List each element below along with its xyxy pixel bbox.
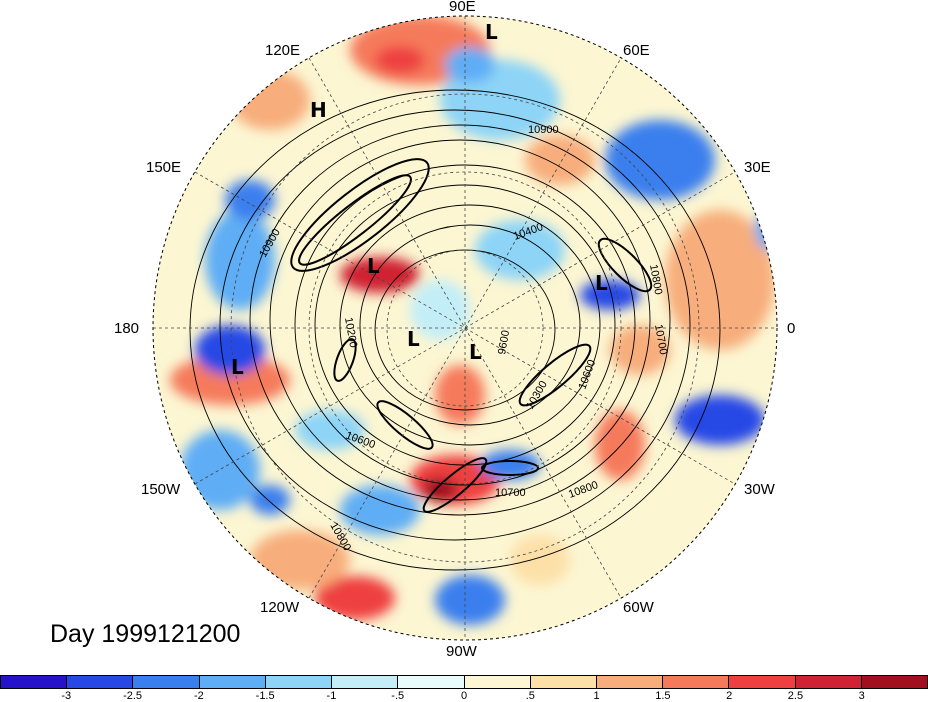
colorbar: -3 -2.5 -2 -1.5 -1 -.5 0 .5 1 1.5 2 2.5 3 bbox=[0, 674, 928, 702]
colorbar-box bbox=[133, 676, 200, 688]
low-pressure-marker: L bbox=[469, 340, 482, 364]
colorbar-tick-label: -1.5 bbox=[255, 690, 275, 702]
lon-label-150e: 150E bbox=[146, 159, 182, 176]
lon-label-120e: 120E bbox=[265, 42, 301, 59]
colorbar-box bbox=[332, 676, 399, 688]
colorbar-box bbox=[265, 676, 333, 688]
colorbar-box bbox=[67, 676, 134, 688]
colorbar-tick-label: -2.5 bbox=[123, 690, 143, 702]
lon-label-30w: 30W bbox=[744, 481, 775, 498]
colorbar-tick-label: 1.5 bbox=[655, 690, 671, 702]
colorbar-box bbox=[795, 676, 862, 688]
colorbar-tick-label: -2 bbox=[193, 690, 204, 702]
contour-label: 10800 bbox=[647, 263, 664, 295]
colorbar-box bbox=[464, 676, 531, 688]
colorbar-tick-label: 2.5 bbox=[787, 690, 804, 702]
colorbar-box bbox=[596, 676, 664, 688]
colorbar-tick-label: .5 bbox=[525, 690, 535, 702]
contour-label: 9600 bbox=[496, 329, 512, 355]
colorbar-tick-label: 1 bbox=[593, 690, 600, 702]
colorbar-tick-label: -1 bbox=[326, 690, 337, 702]
low-pressure-marker: L bbox=[407, 327, 420, 351]
low-pressure-marker: L bbox=[595, 271, 608, 295]
lon-label-30e: 30E bbox=[744, 159, 771, 176]
colorbar-box bbox=[398, 676, 465, 688]
colorbar-box bbox=[530, 676, 597, 688]
contour-label: 10700 bbox=[495, 487, 526, 499]
lon-label-0: 0 bbox=[787, 320, 796, 337]
lon-label-150w: 150W bbox=[141, 481, 181, 498]
colorbar-tick-label: 2 bbox=[726, 690, 733, 702]
colorbar-box bbox=[663, 676, 730, 688]
lon-label-90e: 90E bbox=[449, 0, 476, 15]
lon-label-60w: 60W bbox=[623, 599, 654, 616]
colorbar-tick-label: 3 bbox=[858, 690, 865, 702]
colorbar-box bbox=[729, 676, 796, 688]
contour-label: 10200 bbox=[342, 316, 359, 348]
map-title: Day 1999121200 bbox=[50, 620, 241, 648]
low-pressure-marker: L bbox=[367, 254, 380, 278]
colorbar-box bbox=[199, 676, 266, 688]
colorbar-tick-label: -3 bbox=[61, 690, 72, 702]
colorbar-tick-label: -.5 bbox=[391, 690, 405, 702]
contour-label: 10700 bbox=[652, 323, 669, 355]
anomaly-field bbox=[153, 16, 777, 640]
lon-label-60e: 60E bbox=[623, 42, 650, 59]
lon-label-90w: 90W bbox=[446, 643, 477, 660]
colorbar-box bbox=[1, 676, 68, 688]
pressure-markers: H L L L L L L bbox=[231, 20, 608, 379]
contour-label: 10900 bbox=[528, 124, 559, 136]
colorbar-tick-label: 0 bbox=[460, 690, 468, 702]
low-pressure-marker: L bbox=[231, 355, 244, 379]
lon-label-180: 180 bbox=[114, 320, 140, 337]
colorbar-boxes bbox=[0, 675, 928, 689]
lon-label-120w: 120W bbox=[260, 599, 300, 616]
high-pressure-marker: H bbox=[310, 98, 327, 122]
colorbar-box bbox=[861, 676, 928, 688]
low-pressure-marker: L bbox=[485, 20, 498, 44]
